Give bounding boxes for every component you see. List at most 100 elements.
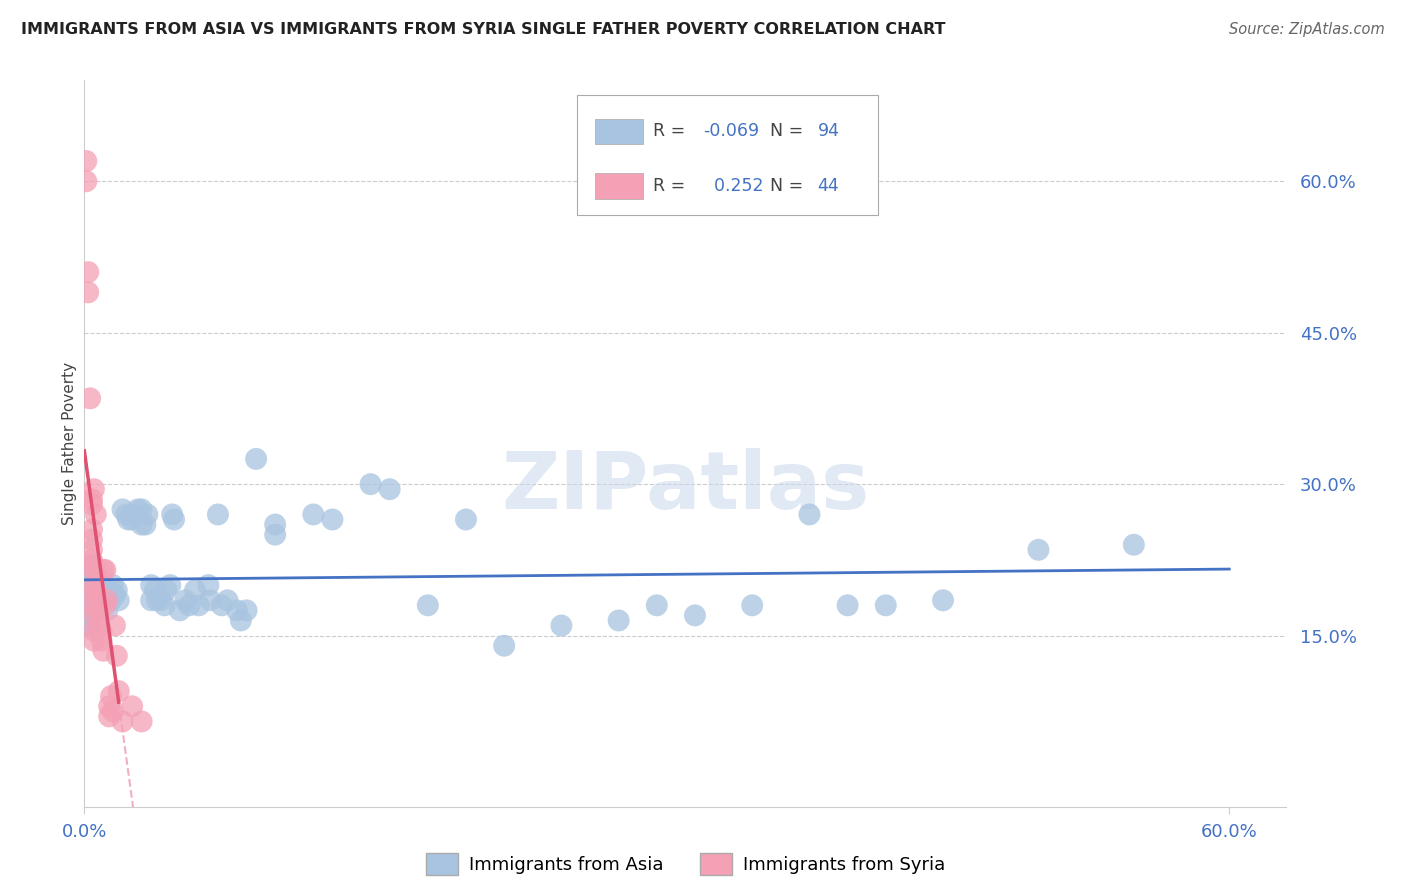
Point	[264, 527, 287, 541]
Point	[174, 593, 197, 607]
Point	[187, 599, 209, 613]
Point	[160, 508, 183, 522]
Text: Source: ZipAtlas.com: Source: ZipAtlas.com	[1229, 22, 1385, 37]
Point	[79, 588, 101, 602]
Point	[136, 508, 159, 522]
Text: R =: R =	[652, 122, 690, 140]
Point	[378, 482, 401, 496]
Point	[155, 583, 177, 598]
Point	[131, 517, 153, 532]
FancyBboxPatch shape	[578, 95, 877, 215]
Point	[90, 633, 112, 648]
Point	[454, 512, 477, 526]
Point	[94, 583, 117, 598]
Point	[141, 578, 163, 592]
Point	[550, 618, 572, 632]
Point	[207, 508, 229, 522]
Point	[83, 588, 105, 602]
Point	[87, 583, 110, 598]
Point	[141, 593, 163, 607]
Text: 44: 44	[818, 177, 839, 194]
Point	[245, 451, 267, 466]
Bar	[595, 173, 644, 199]
Point	[75, 563, 97, 577]
Point	[683, 608, 706, 623]
Point	[89, 618, 111, 632]
Point	[127, 502, 149, 516]
Point	[83, 599, 105, 613]
Point	[98, 709, 121, 723]
Point	[111, 714, 134, 729]
Point	[121, 512, 143, 526]
Point	[83, 624, 105, 638]
Point	[89, 573, 111, 587]
Point	[83, 482, 105, 496]
Point	[105, 648, 128, 663]
Point	[84, 508, 107, 522]
Point	[117, 512, 139, 526]
Point	[184, 583, 207, 598]
Text: R =: R =	[652, 177, 690, 194]
Point	[101, 578, 124, 592]
Point	[84, 573, 107, 587]
Point	[83, 563, 105, 577]
Point	[80, 533, 103, 547]
Point	[134, 517, 156, 532]
Point	[229, 614, 252, 628]
Point	[75, 154, 97, 169]
Point	[96, 603, 118, 617]
Point	[89, 603, 111, 617]
Point	[80, 523, 103, 537]
Point	[105, 583, 128, 598]
Point	[1122, 538, 1144, 552]
Point	[83, 578, 105, 592]
Point	[104, 618, 127, 632]
Point	[84, 583, 107, 598]
Point	[121, 508, 143, 522]
Point	[226, 603, 249, 617]
Point	[79, 392, 101, 406]
Point	[179, 599, 201, 613]
Point	[80, 492, 103, 507]
Point	[83, 558, 105, 572]
Point	[80, 542, 103, 557]
Point	[741, 599, 763, 613]
Point	[87, 593, 110, 607]
Point	[80, 583, 103, 598]
Point	[107, 593, 129, 607]
Text: -0.069: -0.069	[703, 122, 759, 140]
Text: IMMIGRANTS FROM ASIA VS IMMIGRANTS FROM SYRIA SINGLE FATHER POVERTY CORRELATION : IMMIGRANTS FROM ASIA VS IMMIGRANTS FROM …	[21, 22, 946, 37]
Point	[75, 618, 97, 632]
Point	[217, 593, 239, 607]
Point	[932, 593, 955, 607]
Point	[83, 633, 105, 648]
Point	[77, 265, 100, 279]
Point	[200, 593, 222, 607]
Y-axis label: Single Father Poverty: Single Father Poverty	[62, 362, 77, 525]
Point	[1028, 542, 1050, 557]
Point	[211, 599, 233, 613]
Point	[77, 285, 100, 300]
Text: ZIPatlas: ZIPatlas	[502, 449, 869, 526]
Point	[87, 599, 110, 613]
Point	[875, 599, 897, 613]
Point	[83, 603, 105, 617]
Point	[235, 603, 257, 617]
Point	[96, 593, 118, 607]
Text: 0.252: 0.252	[703, 177, 763, 194]
Point	[93, 563, 115, 577]
Point	[90, 588, 112, 602]
Point	[416, 599, 439, 613]
Text: N =: N =	[769, 177, 808, 194]
Point	[799, 508, 821, 522]
Point	[131, 502, 153, 516]
Point	[121, 699, 143, 714]
Point	[75, 608, 97, 623]
Point	[80, 568, 103, 582]
Point	[93, 578, 115, 592]
Point	[645, 599, 668, 613]
Point	[79, 599, 101, 613]
Point	[77, 603, 100, 617]
Point	[75, 174, 97, 188]
Point	[93, 593, 115, 607]
